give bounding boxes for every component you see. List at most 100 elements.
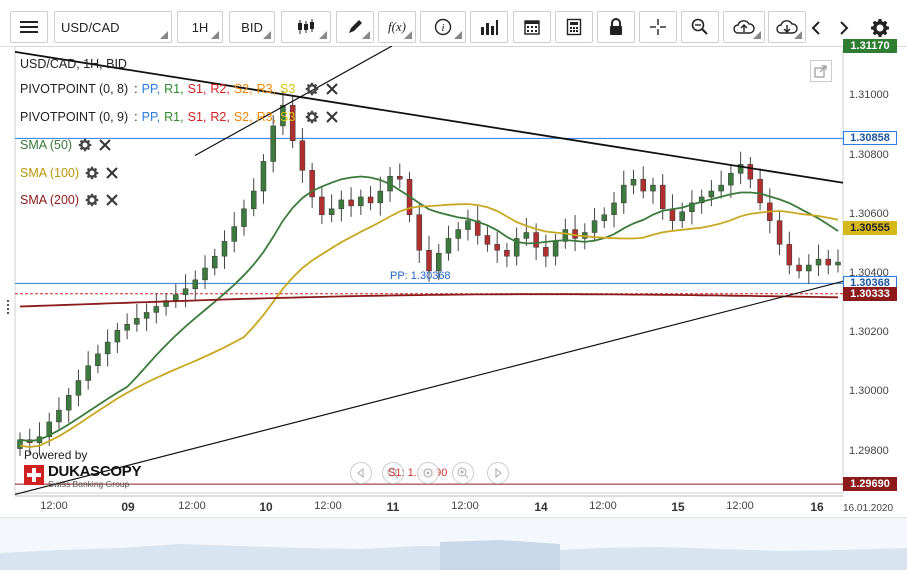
candle xyxy=(650,184,656,192)
calendar-button[interactable] xyxy=(513,11,551,43)
time-tick-label: 15 xyxy=(671,500,685,514)
time-tick-label: 12:00 xyxy=(178,500,206,512)
bar-chart-icon xyxy=(481,20,498,35)
lock-button[interactable] xyxy=(597,11,635,43)
crosshair-button[interactable] xyxy=(639,11,677,43)
candle xyxy=(134,318,140,325)
candle xyxy=(815,258,822,266)
zoom-in-icon xyxy=(457,467,469,479)
candle xyxy=(104,341,111,355)
candle xyxy=(669,208,676,221)
zoom-button[interactable] xyxy=(681,11,719,43)
symbol-select[interactable]: USD/CAD xyxy=(54,11,172,43)
chart-type-button[interactable] xyxy=(281,11,331,43)
pivot-pp-label: PP: 1.30368 xyxy=(390,270,451,282)
chevron-left-icon xyxy=(811,21,820,35)
gear-icon[interactable] xyxy=(305,110,319,124)
sma-200-label: SMA (200) xyxy=(20,193,80,207)
candle xyxy=(630,178,637,186)
close-icon[interactable] xyxy=(105,166,119,180)
pivot-item-label: S2, xyxy=(233,110,253,124)
nav-forward-button[interactable] xyxy=(487,462,509,484)
candle xyxy=(737,164,744,174)
close-icon[interactable] xyxy=(105,193,119,207)
candle xyxy=(212,255,218,269)
zoom-out-icon xyxy=(387,467,399,479)
caret-icon xyxy=(211,31,219,39)
cloud-download-icon xyxy=(776,20,798,34)
legend-sma-50[interactable]: SMA (50) xyxy=(20,136,112,154)
candle xyxy=(747,164,754,180)
candle xyxy=(776,220,783,245)
price-tick-label: 1.30800 xyxy=(849,148,889,161)
candle xyxy=(708,190,715,198)
info-button[interactable]: i xyxy=(420,11,466,43)
bar-chart-button[interactable] xyxy=(470,11,508,43)
close-icon[interactable] xyxy=(98,138,112,152)
nav-zoom-out-button[interactable] xyxy=(382,462,404,484)
candle xyxy=(591,220,598,233)
candle xyxy=(659,184,666,210)
time-tick-label: 09 xyxy=(121,500,135,514)
time-tick-label: 11 xyxy=(386,500,400,514)
legend-pivot-2[interactable]: PIVOTPOINT (0, 9) : PP, R1, S1, R2, S2, R3, S3 xyxy=(20,108,339,126)
expand-button[interactable] xyxy=(810,60,832,82)
candle xyxy=(192,279,199,289)
candle xyxy=(640,178,646,192)
candle xyxy=(85,365,91,381)
upload-button[interactable] xyxy=(723,11,765,43)
nav-zoom-in-button[interactable] xyxy=(452,462,474,484)
navigator-strip[interactable] xyxy=(0,517,907,570)
candle xyxy=(698,196,705,204)
candle xyxy=(689,202,695,213)
gear-icon[interactable] xyxy=(85,166,99,180)
gear-icon[interactable] xyxy=(78,138,92,152)
gear-icon[interactable] xyxy=(305,82,319,96)
candle xyxy=(231,226,237,242)
candle xyxy=(289,104,296,141)
legend-title: USD/CAD, 1H, BID xyxy=(20,55,127,73)
chart-title: USD/CAD, 1H, BID xyxy=(20,57,127,71)
chart-area[interactable] xyxy=(0,46,907,569)
candle xyxy=(65,395,72,411)
pivot-2-sep: : xyxy=(134,110,138,124)
trendline-descending xyxy=(14,51,844,184)
side-select[interactable]: BID xyxy=(229,11,275,43)
candle xyxy=(280,104,286,127)
candle xyxy=(124,324,130,331)
legend-sma-200[interactable]: SMA (200) xyxy=(20,191,119,209)
indicator-button[interactable]: f(x) xyxy=(378,11,416,43)
pivot-item-label: S3 xyxy=(280,110,296,124)
download-button[interactable] xyxy=(768,11,806,43)
timeframe-select[interactable]: 1H xyxy=(177,11,223,43)
pivot-item-label: R1, xyxy=(164,110,184,124)
menu-button[interactable] xyxy=(10,11,48,43)
nav-reset-button[interactable] xyxy=(417,462,439,484)
candle xyxy=(270,125,276,162)
legend-pivot-1[interactable]: PIVOTPOINT (0, 8) : PP, R1, S1, R2, S2, R3, S3 xyxy=(20,80,339,98)
left-drag-handle[interactable] xyxy=(7,300,13,314)
sma-100-label: SMA (100) xyxy=(20,166,80,180)
function-icon: f(x) xyxy=(387,19,407,34)
close-icon[interactable] xyxy=(325,110,339,124)
draw-button[interactable] xyxy=(336,11,374,43)
candle xyxy=(260,161,267,192)
price-chart[interactable] xyxy=(0,46,907,569)
candle xyxy=(455,229,461,239)
legend-sma-100[interactable]: SMA (100) xyxy=(20,164,119,182)
candle xyxy=(601,214,608,221)
brand-mark-icon xyxy=(24,465,44,485)
price-tick-label: 1.30200 xyxy=(849,326,889,339)
close-icon[interactable] xyxy=(325,82,339,96)
info-icon: i xyxy=(434,18,452,36)
trendline-channel xyxy=(194,46,393,157)
calculator-button[interactable] xyxy=(555,11,593,43)
scroll-left-button[interactable] xyxy=(806,16,826,40)
price-tag: 1.31170 xyxy=(843,39,897,53)
scroll-right-button[interactable] xyxy=(834,16,854,40)
candle xyxy=(543,247,549,257)
price-tag: 1.30858 xyxy=(843,131,897,146)
gear-icon[interactable] xyxy=(85,193,99,207)
settings-button[interactable] xyxy=(868,16,892,40)
nav-back-button[interactable] xyxy=(350,462,372,484)
